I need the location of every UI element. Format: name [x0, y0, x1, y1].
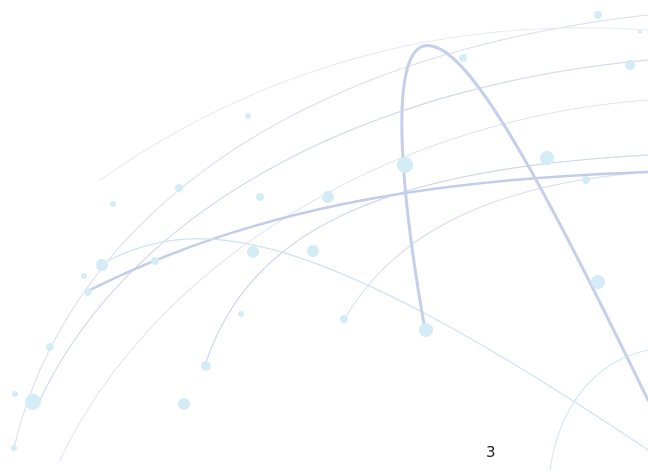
- page-number: 3: [486, 443, 496, 461]
